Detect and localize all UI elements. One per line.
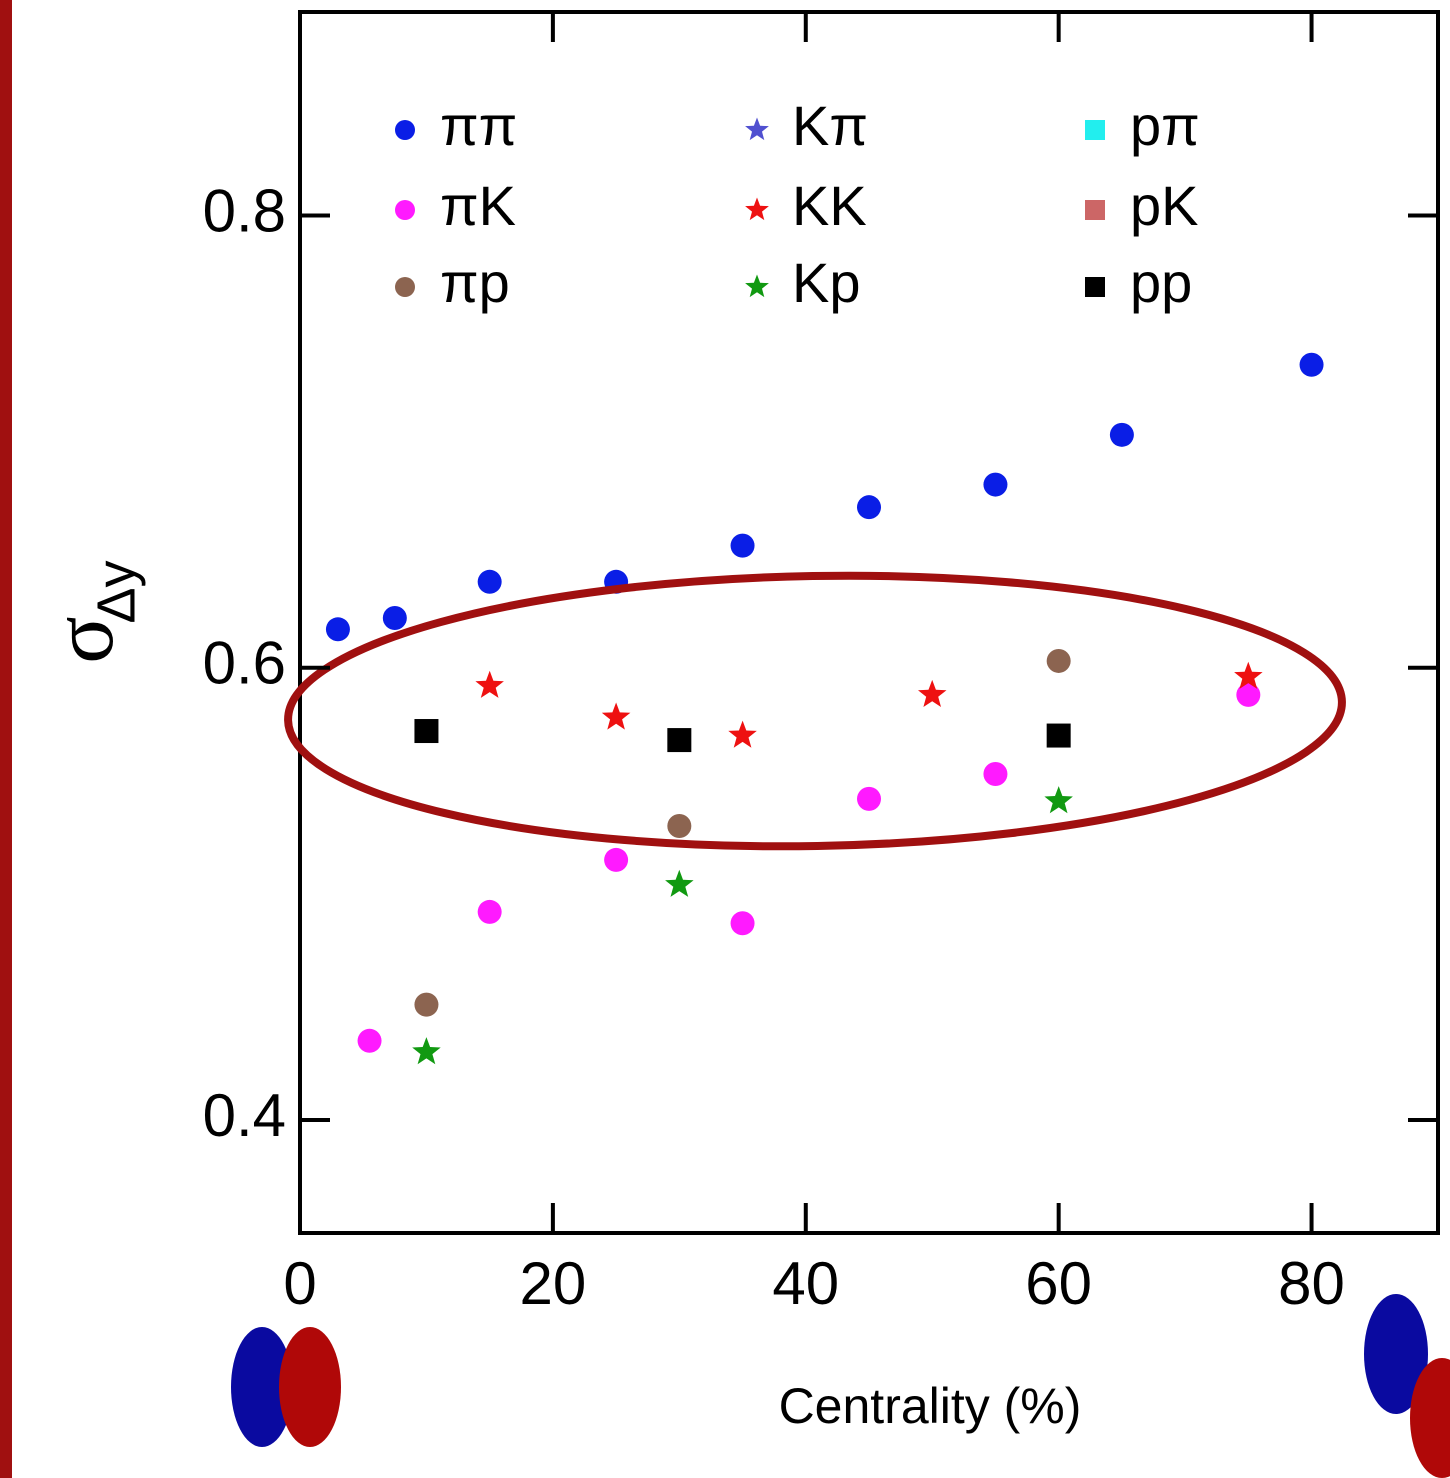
data-point <box>1236 682 1261 707</box>
legend-marker <box>1085 120 1105 140</box>
data-point <box>382 605 407 630</box>
legend-label: pp <box>1130 251 1192 314</box>
data-point <box>1299 352 1324 377</box>
data-point <box>414 992 439 1017</box>
y-tick-label: 0.6 <box>203 630 286 697</box>
legend-marker <box>1085 277 1105 297</box>
legend-label: Kp <box>792 251 861 314</box>
legend-marker <box>395 200 415 220</box>
legend-label: πp <box>440 251 510 314</box>
plot-area <box>325 352 1324 1065</box>
y-tick-label: 0.8 <box>203 177 286 244</box>
data-point <box>857 786 881 811</box>
nucleus-icon <box>279 1327 341 1447</box>
x-tick-label: 0 <box>283 1250 316 1317</box>
legend-marker <box>745 117 769 141</box>
data-point <box>857 495 881 520</box>
data-point <box>665 869 694 897</box>
legend-marker <box>745 197 769 221</box>
legend-label: KK <box>792 174 867 237</box>
data-point <box>477 899 502 924</box>
y-axis-label: σ <box>35 616 132 663</box>
legend-label: pK <box>1130 174 1199 237</box>
data-point <box>477 569 502 594</box>
legend-label: ππ <box>440 94 517 157</box>
legend-marker <box>745 274 769 298</box>
data-point <box>1044 786 1073 814</box>
x-axis-label: Centrality (%) <box>779 1378 1082 1434</box>
data-point <box>730 533 755 558</box>
data-point <box>728 720 757 748</box>
data-point <box>357 1028 382 1053</box>
x-tick-label: 60 <box>1025 1250 1092 1317</box>
plot-frame <box>298 10 1440 1235</box>
nucleus-icon <box>231 1327 293 1447</box>
data-point <box>983 472 1008 497</box>
y-axis-label-sub: Δy <box>86 560 146 623</box>
y-axis-label-group: σ Δy <box>35 560 146 663</box>
data-point <box>475 670 504 698</box>
x-tick-label: 40 <box>772 1250 839 1317</box>
data-point <box>667 814 692 838</box>
data-point <box>414 719 439 744</box>
nucleus-icon <box>1410 1358 1450 1478</box>
data-point <box>604 847 629 872</box>
highlight-ellipse <box>284 571 1346 851</box>
legend-marker <box>395 120 415 140</box>
data-point <box>667 728 692 753</box>
legend-marker <box>1085 200 1105 220</box>
x-tick-label: 20 <box>520 1250 587 1317</box>
left-border <box>0 0 12 1478</box>
data-point <box>1046 723 1071 748</box>
data-point <box>983 761 1008 786</box>
nucleus-icon <box>1364 1294 1428 1414</box>
legend-marker <box>395 277 415 297</box>
legend-label: πK <box>440 174 516 237</box>
data-point <box>325 617 350 642</box>
legend-label: Kπ <box>792 94 868 157</box>
data-point <box>1234 661 1263 689</box>
y-tick-label: 0.4 <box>203 1082 286 1149</box>
data-point <box>1109 422 1134 447</box>
data-point <box>730 911 755 936</box>
data-point <box>601 702 631 730</box>
data-point <box>1046 648 1071 673</box>
legend-label: pπ <box>1130 94 1200 157</box>
x-tick-label: 80 <box>1278 1250 1345 1317</box>
data-point <box>918 679 947 707</box>
data-point <box>412 1037 441 1065</box>
